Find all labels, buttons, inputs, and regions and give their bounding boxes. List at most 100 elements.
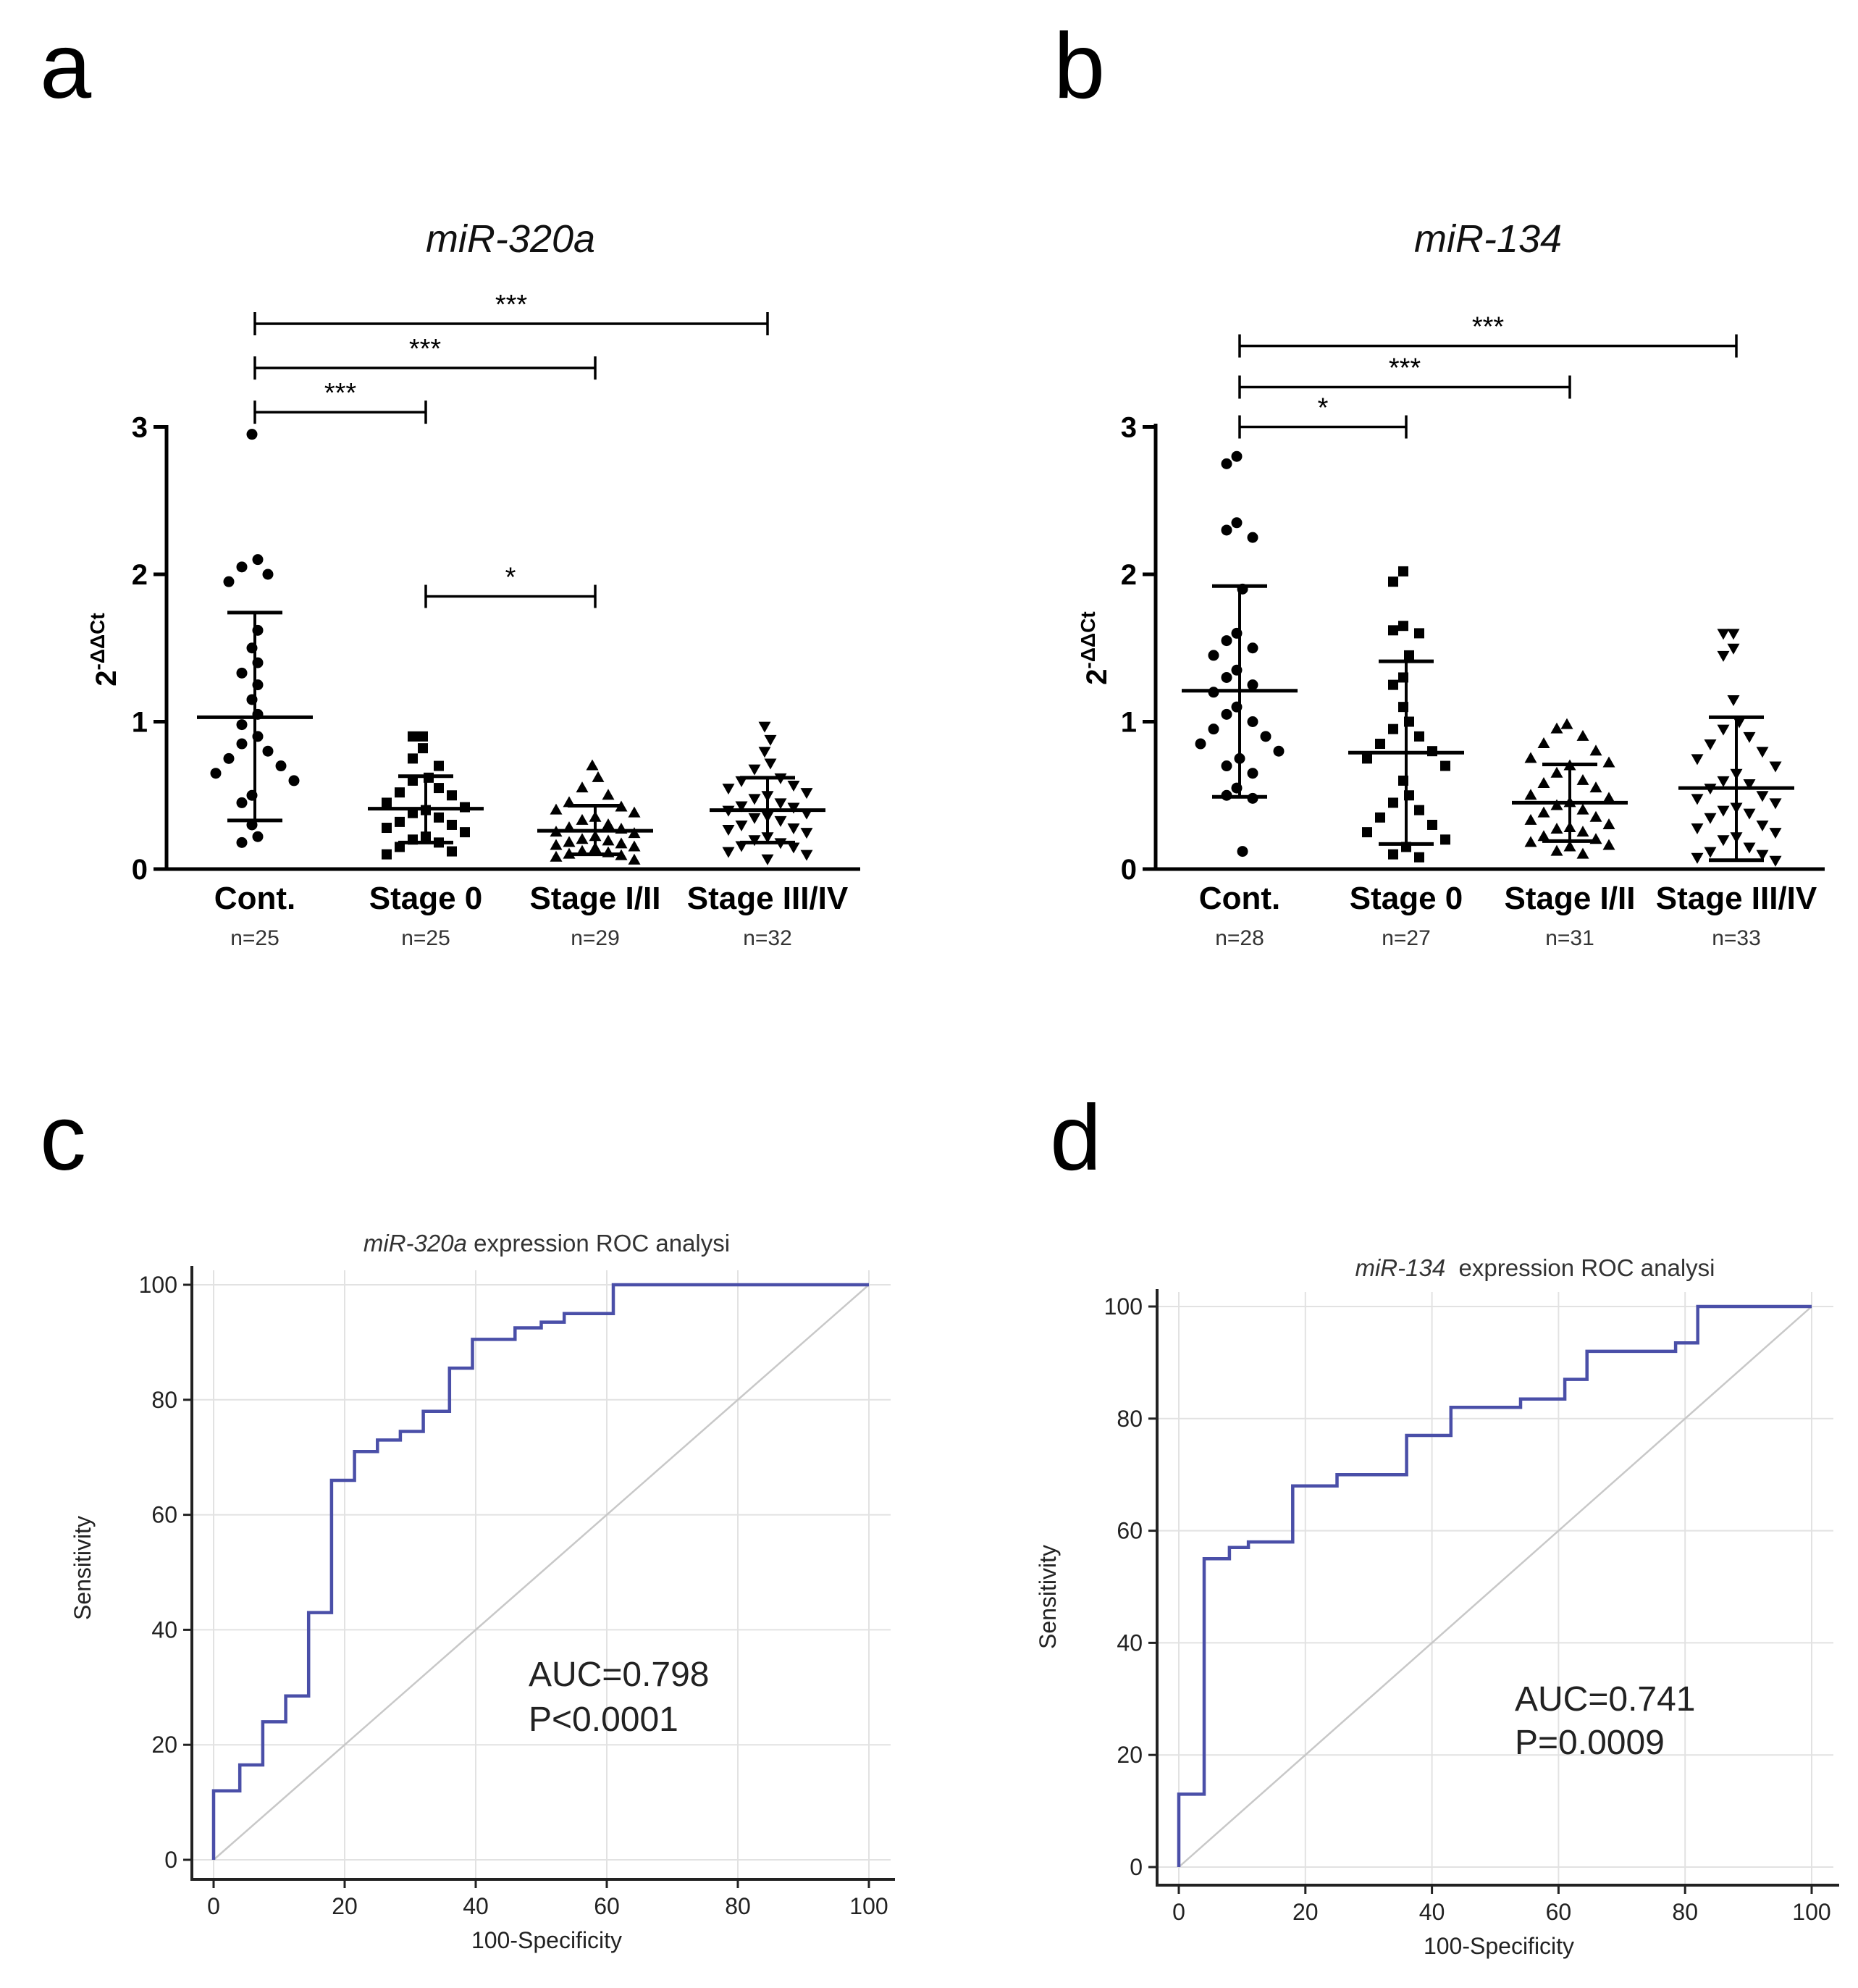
y-tick-label: 60 — [1117, 1518, 1143, 1544]
chance-line — [213, 1284, 870, 1861]
data-point — [1550, 823, 1563, 834]
y-tick-label: 20 — [151, 1732, 177, 1758]
data-point — [1691, 754, 1704, 766]
data-point — [395, 787, 405, 798]
y-ticks: 0 20 40 60 80 100 — [1104, 1293, 1157, 1880]
data-point — [722, 825, 735, 836]
roc-curve — [211, 1283, 869, 1860]
roc-title: miR-134 expression ROC analysi — [1355, 1254, 1715, 1281]
data-point — [602, 789, 615, 800]
sample-size-label: n=25 — [230, 926, 279, 950]
data-point — [1388, 625, 1398, 636]
data-point — [761, 854, 774, 865]
data-point — [758, 747, 771, 758]
data-point — [1247, 679, 1258, 691]
data-point — [1247, 532, 1258, 543]
data-point — [1717, 835, 1730, 847]
data-point — [735, 820, 748, 831]
data-point — [1560, 718, 1573, 729]
data-point — [1388, 576, 1398, 587]
data-point — [408, 775, 418, 786]
data-point — [1388, 849, 1398, 860]
significance-label: *** — [1389, 353, 1421, 384]
data-point — [774, 815, 787, 827]
y-tick-label: 100 — [139, 1272, 177, 1298]
data-point — [1550, 799, 1563, 810]
data-point — [1388, 679, 1398, 690]
category-label: Stage III/IV — [1656, 881, 1817, 916]
y-tick-label: 3 — [1121, 412, 1137, 444]
data-point — [1398, 621, 1408, 632]
data-point — [447, 790, 457, 801]
data-point — [1388, 724, 1398, 734]
data-point — [1769, 798, 1782, 810]
data-point — [1717, 776, 1730, 787]
data-point — [1589, 810, 1602, 822]
data-point — [1537, 737, 1550, 749]
y-tick-label: 2 — [132, 559, 148, 591]
data-point — [223, 752, 235, 764]
x-tick-label: 20 — [1292, 1899, 1319, 1925]
data-point — [1195, 738, 1206, 750]
data-point — [787, 781, 800, 792]
data-point — [787, 823, 800, 835]
data-point — [1717, 724, 1730, 736]
data-point — [395, 816, 405, 827]
y-axis-label-base: 2 — [91, 670, 122, 686]
significance-label: *** — [324, 378, 357, 408]
y-ticks: 0 1 2 3 — [132, 412, 167, 886]
data-point — [246, 429, 258, 440]
data-point — [1414, 628, 1424, 639]
data-point — [1717, 650, 1730, 662]
data-point — [252, 554, 264, 566]
data-point — [1427, 819, 1437, 830]
data-point — [1524, 789, 1537, 800]
y-tick-label: 0 — [1121, 854, 1137, 886]
chart-title: miR-134 — [1414, 217, 1562, 261]
data-point — [1537, 830, 1550, 842]
data-point — [1440, 760, 1450, 771]
data-point — [1727, 629, 1740, 640]
data-point — [1221, 760, 1232, 772]
data-point — [1550, 844, 1563, 856]
roc-curve-line — [1177, 1304, 1812, 1867]
y-tick-label: 3 — [132, 412, 148, 444]
sample-size-label: n=33 — [1712, 926, 1761, 950]
x-tick-label: 0 — [1172, 1899, 1185, 1925]
y-axis-label: 2-ΔΔCt — [86, 613, 122, 686]
data-point — [748, 764, 761, 776]
data-point — [628, 853, 641, 865]
data-point — [1221, 524, 1232, 536]
roc-title: miR-320a expression ROC analysi — [363, 1230, 730, 1257]
data-point — [1769, 855, 1782, 867]
data-point — [800, 788, 813, 800]
y-tick-label: 0 — [164, 1847, 177, 1873]
data-point — [748, 813, 761, 824]
data-point — [615, 837, 628, 849]
data-point — [275, 760, 287, 772]
y-tick-label: 60 — [151, 1502, 177, 1528]
y-axis-label-superscript: -ΔΔCt — [1077, 611, 1099, 668]
data-point — [1404, 650, 1414, 660]
category-label: Stage 0 — [1350, 881, 1463, 916]
data-point — [1362, 827, 1372, 838]
data-point — [1221, 458, 1232, 469]
data-point — [1602, 792, 1615, 803]
y-tick-label: 0 — [1130, 1854, 1143, 1880]
data-point — [1375, 739, 1385, 750]
data-point — [1743, 842, 1756, 854]
significance-label: *** — [1472, 312, 1505, 343]
p-value-annotation: P<0.0001 — [529, 1700, 678, 1739]
y-axis-label-base: 2 — [1081, 668, 1113, 684]
data-point — [1756, 850, 1769, 861]
data-point — [1691, 823, 1704, 835]
data-point — [1576, 773, 1589, 785]
y-tick-label: 1 — [1121, 707, 1137, 739]
data-point — [628, 840, 641, 852]
data-point — [735, 801, 748, 813]
x-tick-label: 60 — [594, 1893, 620, 1919]
data-point — [748, 835, 761, 847]
data-point — [576, 833, 589, 844]
data-points — [1195, 450, 1782, 867]
panel-letter-a: a — [40, 14, 92, 118]
